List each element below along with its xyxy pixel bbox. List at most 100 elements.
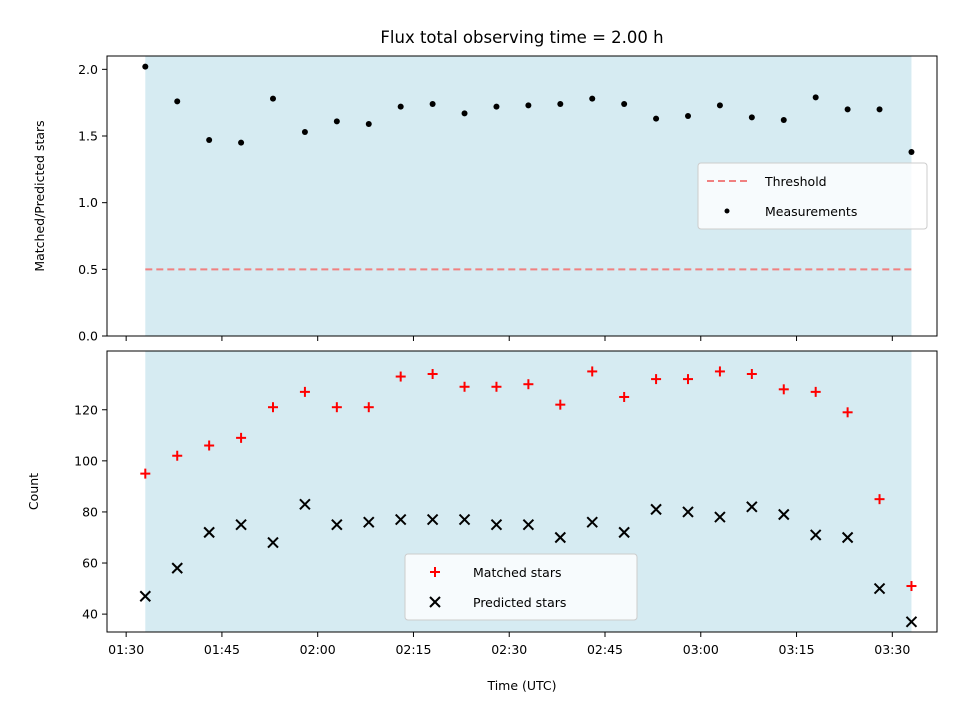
matched-stars-point	[459, 381, 470, 392]
bottom-axes-frame	[106, 350, 938, 633]
top-legend: Threshold Measurements	[697, 162, 928, 230]
legend-box	[404, 553, 638, 621]
matched-stars-point	[651, 374, 662, 385]
matched-stars-point	[810, 386, 821, 397]
bottom-legend: Matched stars Predicted stars	[404, 553, 638, 621]
x-tick-label: 02:45	[587, 642, 623, 657]
measurement-point	[397, 103, 404, 110]
x-tick-label: 03:15	[779, 642, 815, 657]
matched-stars-point	[363, 402, 374, 413]
measurement-point	[525, 102, 532, 109]
matched-stars-point	[778, 384, 789, 395]
matched-stars-point	[874, 494, 885, 505]
predicted-stars-point	[809, 529, 822, 541]
measurement-point	[716, 102, 723, 109]
matched-stars-point	[299, 386, 310, 397]
predicted-stars-point	[203, 526, 215, 539]
matched-stars-point	[683, 374, 693, 385]
predicted-stars-point	[650, 503, 662, 516]
matched-stars-point	[268, 402, 278, 413]
matched-stars-point	[140, 468, 151, 479]
legend-predicted-swatch	[429, 596, 441, 608]
predicted-stars-point	[363, 516, 375, 528]
x-tick-label: 02:30	[491, 642, 527, 657]
predicted-stars-point	[746, 501, 758, 513]
predicted-stars-point	[841, 531, 854, 544]
measurement-point	[174, 98, 181, 105]
predicted-stars-point	[586, 516, 598, 528]
matched-stars-point	[395, 371, 406, 382]
predicted-stars-point	[873, 582, 886, 595]
top-y-tick-label: 1.0	[78, 195, 98, 210]
measurement-point	[461, 110, 468, 117]
bottom-y-axis-label: Count	[26, 473, 41, 510]
top-axes-frame	[106, 55, 938, 337]
measurement-point	[876, 106, 883, 113]
measurement-point	[621, 101, 628, 107]
measurement-point	[301, 129, 308, 135]
top-y-axis-label: Matched/Predicted stars	[32, 120, 47, 271]
matched-stars-point	[236, 432, 247, 443]
predicted-stars-point	[331, 519, 343, 531]
x-tick-label: 02:15	[395, 642, 431, 657]
chart-title: Flux total observing time = 2.00 h	[380, 28, 663, 47]
predicted-stars-point	[235, 519, 247, 531]
predicted-stars-point	[714, 511, 726, 523]
predicted-stars-point	[171, 562, 183, 574]
measurement-point	[653, 115, 660, 122]
predicted-stars-point	[778, 508, 790, 521]
predicted-stars-point	[394, 513, 407, 526]
predicted-stars-point	[682, 506, 694, 518]
top-y-tick-label: 1.5	[78, 129, 98, 144]
measurement-point	[142, 63, 149, 70]
matched-stars-point	[555, 399, 566, 410]
bottom-y-tick-label: 40	[82, 607, 98, 622]
matched-stars-point	[427, 368, 438, 379]
matched-stars-point	[619, 391, 630, 402]
matched-stars-point	[587, 366, 598, 377]
measurement-point	[238, 139, 245, 146]
measurement-point	[365, 121, 372, 127]
matched-stars-point	[491, 381, 502, 392]
legend-predicted-label: Predicted stars	[473, 595, 566, 610]
measurement-point	[908, 149, 915, 155]
x-axis-label: Time (UTC)	[486, 678, 556, 693]
measurement-point	[557, 101, 564, 107]
legend-box	[697, 162, 928, 230]
measurement-point	[429, 101, 436, 107]
bottom-y-tick-label: 60	[82, 556, 98, 571]
predicted-stars-point	[426, 513, 439, 526]
measurement-point	[206, 137, 213, 143]
measurement-point	[748, 114, 755, 121]
predicted-stars-point	[267, 536, 279, 549]
measurement-point	[333, 118, 340, 125]
legend-matched-swatch	[430, 567, 440, 577]
x-tick-label: 03:30	[874, 642, 910, 657]
top-y-tick-label: 0.5	[78, 262, 98, 277]
x-tick-label: 02:00	[300, 642, 336, 657]
matched-stars-point	[523, 379, 534, 390]
predicted-stars-point	[299, 498, 311, 510]
predicted-stars-point	[139, 590, 152, 602]
measurement-point	[685, 113, 691, 119]
predicted-stars-point	[618, 526, 630, 539]
predicted-stars-point	[905, 616, 918, 628]
bottom-panel: 40 60 80 100 120 01:30 01:45 02:00 02:15 02:30 02:…	[26, 350, 938, 693]
predicted-stars-point	[522, 519, 535, 531]
predicted-stars-point	[458, 513, 471, 526]
measurement-point	[493, 103, 500, 110]
measurement-point	[844, 106, 851, 113]
measurement-point	[589, 95, 596, 102]
legend-measurements-label: Measurements	[765, 204, 857, 219]
matched-stars-point	[172, 450, 183, 461]
measurement-point	[780, 117, 787, 123]
matched-stars-point	[842, 407, 853, 418]
legend-matched-label: Matched stars	[473, 565, 561, 580]
measurement-point	[812, 94, 819, 101]
legend-threshold-label: Threshold	[764, 174, 827, 189]
bottom-y-tick-label: 80	[82, 504, 98, 519]
matched-stars-point	[746, 368, 757, 379]
matched-stars-point	[714, 366, 725, 377]
x-tick-label: 01:45	[204, 642, 240, 657]
